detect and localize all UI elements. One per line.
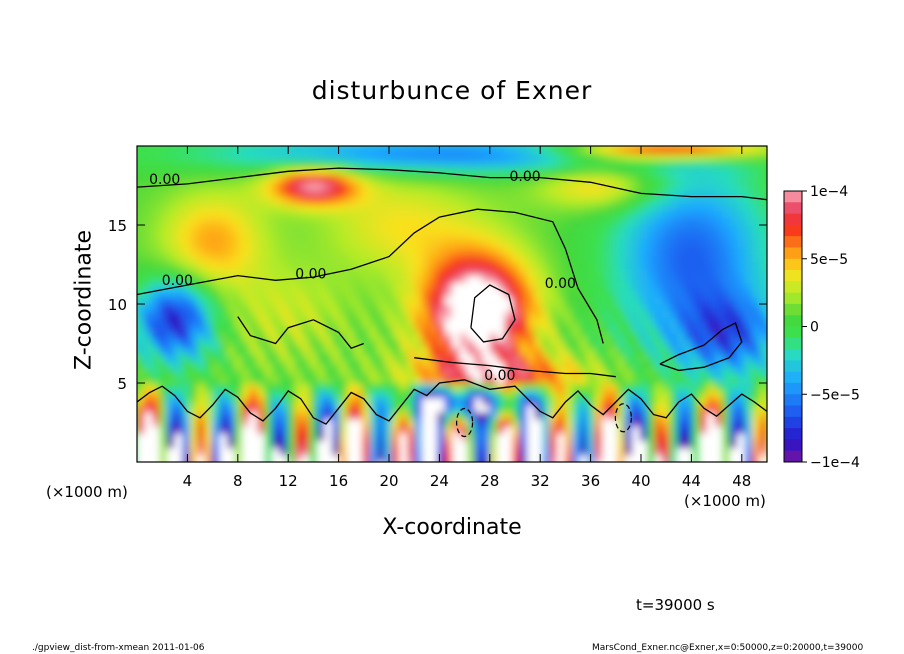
colorbar-swatch-1	[784, 202, 802, 214]
colorbar-swatch-23	[784, 450, 802, 463]
contour-label-0: 0.00	[149, 172, 180, 188]
negative-contour-0	[456, 407, 474, 438]
colorbar-swatch-13	[784, 337, 802, 350]
contour-label-4: 0.00	[545, 276, 576, 292]
colorbar-swatch-8	[784, 281, 802, 294]
y-tick-label-2: 15	[108, 217, 127, 235]
colorbar-swatch-16	[784, 371, 802, 384]
contour-line-6	[659, 322, 743, 372]
x-tick-label-9: 40	[631, 472, 650, 490]
zero-contours	[137, 167, 767, 438]
colorbar-label-4: −1e−4	[810, 455, 860, 471]
colorbar-swatch-11	[784, 315, 802, 327]
colorbar-swatch-18	[784, 394, 802, 406]
colorbar-label-0: 1e−4	[810, 184, 848, 200]
colorbar-swatch-14	[784, 349, 802, 361]
colorbar-swatch-17	[784, 382, 802, 395]
heatmap-field	[137, 146, 767, 462]
chart-title: disturbunce of Exner	[311, 76, 593, 105]
x-axis-ticks: 4 8 12 16 20 24 28 32 36 40 44 48	[183, 146, 751, 490]
contour-line-2	[237, 316, 365, 349]
colorbar-label-2: 0	[810, 320, 819, 336]
colorbar-label-1: 5e−5	[810, 252, 848, 268]
colorbar-swatch-20	[784, 416, 802, 429]
colorbar-swatch-9	[784, 292, 802, 305]
colorbar-swatch-3	[784, 224, 802, 237]
contour-label-5: 0.00	[484, 368, 515, 384]
contour-line-3	[414, 357, 616, 378]
colorbar-swatch-10	[784, 303, 802, 316]
colorbar-swatch-4	[784, 236, 802, 248]
footer-right: MarsCond_Exner.nc@Exner,x=0:50000,z=0:20…	[592, 643, 864, 653]
contour-line-0	[137, 167, 767, 201]
contour-line-5	[470, 284, 516, 343]
x-tick-label-8: 36	[581, 472, 600, 490]
x-tick-label-10: 44	[682, 472, 701, 490]
y-axis-ticks: 5 10 15	[108, 217, 767, 393]
colorbar-swatch-5	[784, 247, 802, 260]
time-label: t=39000 s	[636, 596, 715, 614]
colorbar-swatch-12	[784, 326, 802, 339]
colorbar-swatch-0	[784, 191, 802, 203]
colorbar-swatch-6	[784, 258, 802, 271]
footer-left: ./gpview_dist-from-xmean 2011-01-06	[32, 643, 205, 653]
x-tick-label-2: 12	[279, 472, 298, 490]
colorbar-swatch-7	[784, 270, 802, 282]
x-tick-label-6: 28	[480, 472, 499, 490]
x-unit-left: (×1000 m)	[46, 483, 128, 501]
x-tick-label-3: 16	[329, 472, 348, 490]
colorbar-swatch-15	[784, 360, 802, 373]
contour-label-1: 0.00	[509, 169, 540, 185]
contour-line-4	[137, 379, 767, 425]
x-unit-right: (×1000 m)	[684, 492, 766, 510]
x-tick-label-11: 48	[732, 472, 751, 490]
y-tick-label-1: 10	[108, 296, 127, 314]
contour-label-3: 0.00	[295, 267, 326, 283]
x-tick-label-4: 20	[379, 472, 398, 490]
negative-contour-1	[614, 403, 632, 433]
colorbar-label-3: −5e−5	[810, 387, 860, 403]
x-tick-label-7: 32	[531, 472, 550, 490]
x-tick-label-1: 8	[233, 472, 243, 490]
x-tick-label-0: 4	[183, 472, 193, 490]
colorbar: 1e−4 5e−5 0 −5e−5 −1e−4	[783, 184, 860, 471]
colorbar-swatch-19	[784, 405, 802, 418]
colorbar-swatch-22	[784, 439, 802, 452]
colorbar-swatch-21	[784, 428, 802, 440]
x-tick-label-5: 24	[430, 472, 449, 490]
contour-line-1	[137, 208, 604, 344]
x-axis-label: X-coordinate	[382, 515, 522, 540]
contour-label-2: 0.00	[162, 273, 193, 289]
colorbar-swatch-2	[784, 213, 802, 226]
y-tick-label-0: 5	[117, 375, 127, 393]
contour-labels: 0.00 0.00 0.00 0.00 0.00 0.00	[149, 169, 576, 384]
